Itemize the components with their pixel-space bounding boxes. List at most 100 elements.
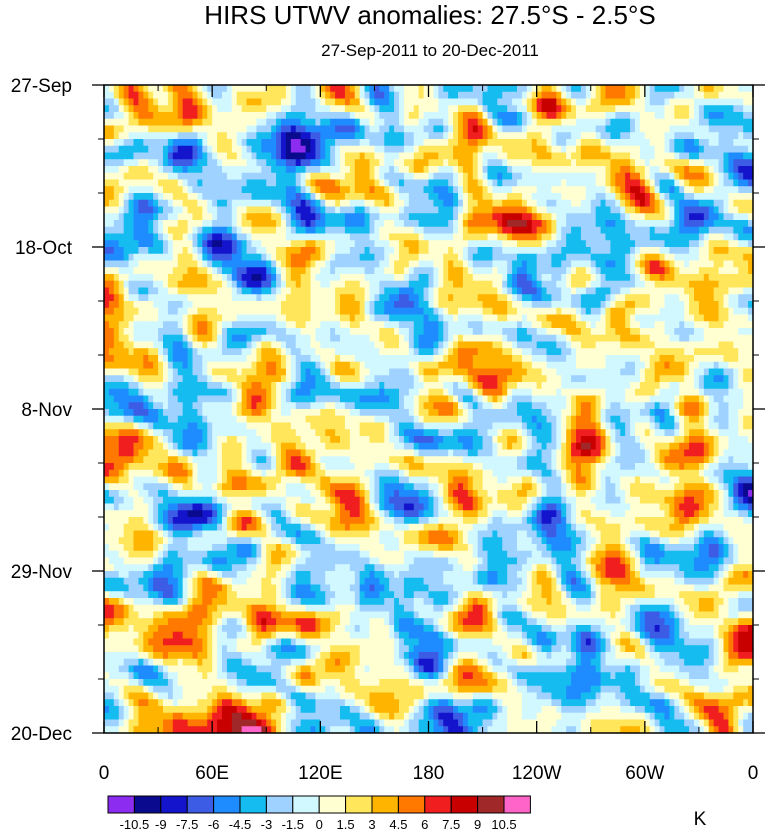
field-cell (703, 145, 710, 154)
field-cell (261, 314, 267, 322)
field-cell (399, 145, 405, 154)
field-cell (256, 139, 262, 147)
field-cell (585, 307, 592, 316)
field-cell (649, 267, 656, 275)
field-cell (320, 112, 326, 120)
field-cell (477, 274, 484, 282)
field-cell (703, 274, 710, 282)
field-cell (315, 287, 321, 295)
field-cell (133, 321, 140, 329)
field-cell (163, 247, 169, 255)
field-cell (718, 213, 725, 221)
field-cell (669, 159, 675, 167)
field-cell (418, 328, 425, 336)
field-cell (172, 280, 179, 289)
field-cell (182, 132, 189, 140)
field-cell (703, 105, 710, 113)
field-cell (698, 145, 705, 154)
field-cell (340, 328, 346, 336)
field-cell (153, 307, 159, 316)
field-cell (389, 139, 395, 147)
field-cell (502, 307, 508, 316)
field-cell (571, 172, 577, 181)
field-cell (698, 240, 705, 248)
field-cell (644, 247, 651, 255)
field-cell (580, 267, 587, 275)
field-cell (664, 186, 671, 194)
field-cell (251, 260, 258, 268)
field-cell (462, 314, 469, 322)
field-cell (723, 172, 730, 181)
field-cell (526, 172, 533, 181)
field-cell (408, 152, 415, 160)
field-cell (285, 172, 292, 181)
field-cell (344, 139, 351, 147)
field-cell (172, 226, 179, 235)
field-cell (728, 179, 734, 187)
field-cell (241, 328, 248, 336)
field-cell (290, 112, 297, 120)
field-cell (261, 166, 267, 174)
field-cell (177, 152, 184, 160)
field-cell (167, 301, 174, 309)
field-cell (315, 206, 321, 214)
field-cell (236, 112, 243, 120)
field-cell (477, 193, 484, 201)
field-cell (359, 253, 366, 262)
field-cell (605, 280, 612, 289)
field-cell (605, 172, 612, 181)
field-cell (197, 91, 203, 100)
field-cell (118, 307, 125, 316)
field-cell (462, 240, 469, 248)
field-cell (556, 301, 562, 309)
field-cell (369, 247, 376, 255)
field-cell (202, 226, 208, 235)
field-cell (379, 294, 385, 302)
field-cell (462, 166, 469, 174)
field-cell (344, 226, 351, 235)
field-cell (104, 85, 110, 93)
field-cell (684, 85, 690, 93)
field-cell (349, 233, 356, 241)
field-cell (290, 301, 297, 309)
field-cell (212, 321, 218, 329)
field-cell (743, 145, 749, 154)
field-cell (669, 91, 675, 100)
field-cell (256, 267, 262, 275)
field-cell (659, 139, 666, 147)
field-cell (158, 307, 164, 316)
field-cell (605, 213, 612, 221)
field-cell (320, 105, 326, 113)
field-cell (384, 125, 390, 133)
field-cell (217, 98, 223, 106)
field-cell (482, 179, 489, 187)
field-cell (482, 321, 489, 329)
field-cell (413, 213, 420, 221)
field-cell (664, 172, 671, 181)
field-cell (236, 294, 243, 302)
field-cell (566, 159, 572, 167)
field-cell (561, 159, 567, 167)
field-cell (669, 172, 675, 181)
field-cell (541, 294, 548, 302)
field-cell (428, 125, 435, 133)
field-cell (541, 260, 548, 268)
field-cell (128, 307, 135, 316)
field-cell (482, 125, 489, 133)
field-cell (335, 172, 341, 181)
field-cell (438, 328, 444, 336)
field-cell (399, 307, 405, 316)
field-cell (472, 240, 479, 248)
field-cell (477, 240, 484, 248)
field-cell (354, 125, 361, 133)
field-cell (708, 166, 715, 174)
field-cell (418, 301, 425, 309)
field-cell (512, 98, 518, 106)
field-cell (487, 253, 494, 262)
field-cell (723, 328, 730, 336)
field-cell (167, 206, 174, 214)
field-cell (467, 220, 474, 228)
field-cell (679, 301, 685, 309)
field-cell (143, 334, 149, 343)
field-cell (192, 206, 199, 214)
